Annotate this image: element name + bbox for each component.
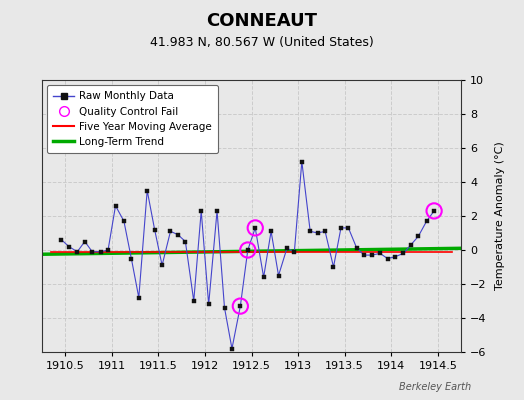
Point <box>236 303 245 309</box>
Point <box>430 208 438 214</box>
Legend: Raw Monthly Data, Quality Control Fail, Five Year Moving Average, Long-Term Tren: Raw Monthly Data, Quality Control Fail, … <box>47 85 219 153</box>
Text: Berkeley Earth: Berkeley Earth <box>399 382 472 392</box>
Text: 41.983 N, 80.567 W (United States): 41.983 N, 80.567 W (United States) <box>150 36 374 49</box>
Y-axis label: Temperature Anomaly (°C): Temperature Anomaly (°C) <box>495 142 505 290</box>
Point <box>251 225 259 231</box>
Text: CONNEAUT: CONNEAUT <box>206 12 318 30</box>
Point <box>244 247 252 253</box>
